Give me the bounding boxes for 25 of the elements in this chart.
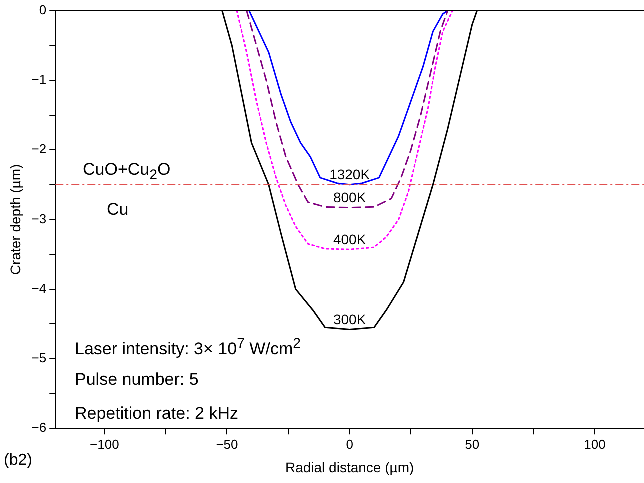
x-tick-label: 0 [346, 436, 354, 452]
series-label: 800K [333, 190, 367, 206]
series-label: 1320K [330, 166, 371, 183]
x-tick-label: −100 [90, 436, 120, 452]
annotation: Pulse number: 5 [75, 370, 199, 390]
series-label: 400K [333, 232, 367, 248]
y-tick-label: −4 [32, 280, 47, 296]
series-label: 300K [333, 312, 367, 328]
annotation: CuO+Cu$_{2}$O [83, 160, 171, 184]
annotation: Laser intensity: 3× 10$^{7}$ W/cm$^{2}$ [75, 336, 301, 360]
line-series [236, 10, 454, 250]
text: (b2) [4, 452, 32, 470]
x-tick-label: 100 [584, 436, 606, 452]
x-tick-label: 50 [465, 436, 480, 452]
y-tick-label: 0 [39, 2, 47, 18]
y-tick-label: −1 [32, 72, 47, 88]
y-tick-label: −3 [32, 211, 47, 226]
y-axis-title: Crater depth (µm) [7, 164, 24, 276]
annotation: Repetition rate: 2 kHz [75, 404, 238, 424]
annotation: Cu [107, 200, 129, 220]
y-tick-label: −6 [32, 420, 47, 436]
x-axis-title: Radial distance (µm) [285, 459, 414, 476]
y-tick-label: −5 [32, 350, 47, 366]
y-tick-label: −2 [32, 142, 47, 157]
x-tick-label: −50 [216, 436, 238, 452]
